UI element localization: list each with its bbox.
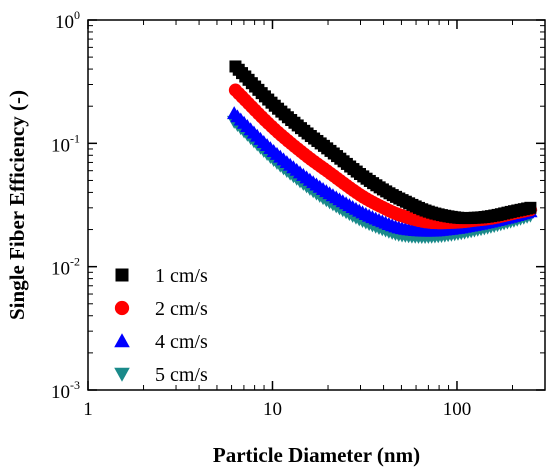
x-tick-label: 10: [263, 399, 282, 420]
plot-frame: [87, 19, 546, 391]
legend-marker: [115, 268, 129, 282]
legend-marker: [114, 333, 130, 348]
y-tick-exponent: -3: [70, 378, 80, 392]
y-tick-exponent: -2: [70, 255, 80, 269]
y-tick-label: 10-3: [51, 378, 80, 403]
y-axis-title: Single Fiber Efficiency (-): [5, 90, 29, 320]
y-tick-exponent: 0: [74, 8, 80, 22]
x-tick-label: 1: [83, 399, 93, 420]
y-tick-label: 100: [55, 8, 80, 33]
y-tick-base: 10: [51, 135, 70, 156]
series-1-cm-s: [229, 60, 537, 225]
y-tick-label: 10-1: [51, 131, 80, 156]
y-tick-base: 10: [51, 259, 70, 280]
legend-label: 5 cm/s: [155, 364, 208, 386]
legend-label: 4 cm/s: [155, 331, 208, 353]
legend-label: 1 cm/s: [155, 265, 208, 287]
x-tick-label: 100: [443, 399, 472, 420]
legend: 1 cm/s 2 cm/s 4 cm/s 5 cm/s: [114, 265, 208, 386]
y-tick-exponent: -1: [70, 131, 80, 145]
y-tick-label: 10-2: [51, 255, 80, 280]
data-point: [524, 201, 537, 214]
legend-marker: [114, 300, 130, 316]
legend-marker: [114, 367, 130, 382]
plot-marks: [226, 60, 538, 244]
x-axis-title: Particle Diameter (nm): [213, 443, 420, 467]
legend-label: 2 cm/s: [155, 298, 208, 320]
y-tick-base: 10: [55, 12, 74, 33]
y-tick-base: 10: [51, 382, 70, 403]
axis-ticks: [87, 19, 546, 391]
